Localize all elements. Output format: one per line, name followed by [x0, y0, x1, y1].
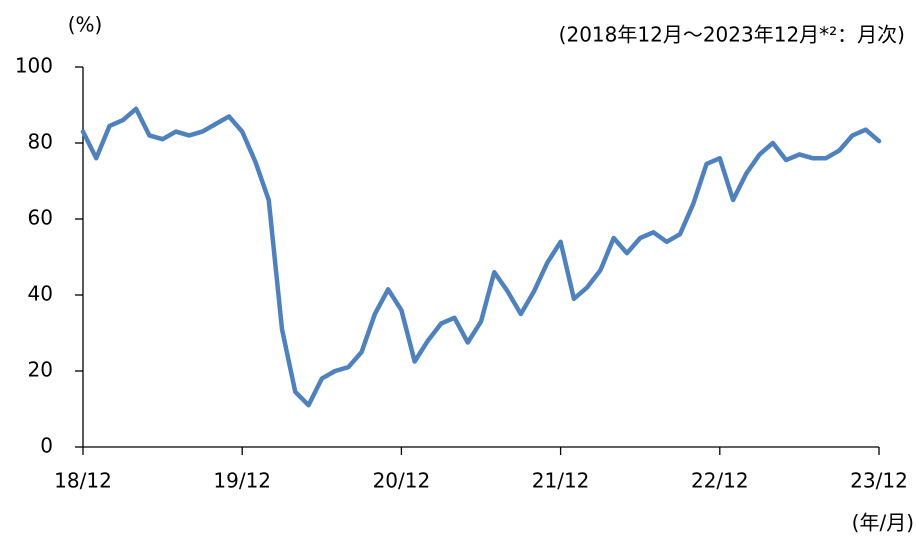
y-tick-label: 0	[40, 434, 53, 458]
x-tick-label: 18/12	[54, 469, 112, 493]
x-tick-label: 22/12	[691, 469, 749, 493]
y-tick-label: 40	[28, 282, 53, 306]
y-tick-label: 80	[28, 130, 53, 154]
x-axis-label: (年/月)	[852, 511, 914, 535]
y-tick-label: 100	[15, 54, 53, 78]
y-tick-label: 20	[28, 358, 53, 382]
y-axis-label: (%)	[68, 13, 103, 37]
x-tick-label: 23/12	[850, 469, 908, 493]
y-tick-label: 60	[28, 206, 53, 230]
x-tick-label: 19/12	[213, 469, 271, 493]
chart-subtitle: (2018年12月～2023年12月*²：月次)	[559, 23, 905, 47]
x-tick-label: 20/12	[373, 469, 431, 493]
x-tick-label: 21/12	[532, 469, 590, 493]
data-line	[80, 106, 882, 408]
